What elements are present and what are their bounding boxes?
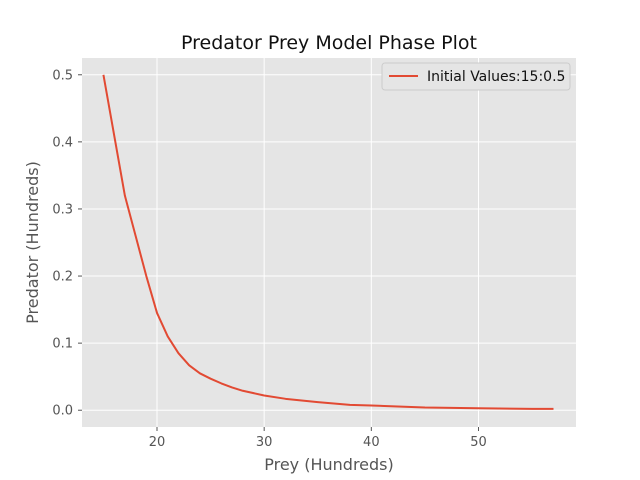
- y-tick-label: 0.1: [52, 337, 73, 352]
- legend-box: [381, 62, 571, 91]
- y-tick-label: 0.5: [52, 68, 73, 83]
- x-tick-label: 20: [149, 435, 166, 450]
- y-tick-label: 0.2: [52, 270, 73, 285]
- plot-area: [82, 58, 576, 427]
- y-axis-label: Predator (Hundreds): [23, 161, 42, 324]
- y-tick-label: 0.0: [52, 404, 73, 419]
- legend: Initial Values:15:0.5: [381, 62, 571, 91]
- x-tick-label: 50: [470, 435, 487, 450]
- x-axis-label: Prey (Hundreds): [264, 455, 394, 474]
- y-tick-label: 0.4: [52, 135, 73, 150]
- tick-labels: 20 30 40 50 0.0 0.1 0.2 0.3 0.4 0.5: [52, 68, 486, 450]
- series-layer: [102, 74, 554, 410]
- series-line: [102, 74, 554, 410]
- chart-title: Predator Prey Model Phase Plot: [181, 32, 477, 54]
- x-tick-label: 30: [256, 435, 273, 450]
- legend-entry-label: Initial Values:15:0.5: [427, 69, 565, 85]
- x-tick-label: 40: [363, 435, 380, 450]
- y-tick-label: 0.3: [52, 202, 73, 217]
- tick-marks: [78, 74, 479, 431]
